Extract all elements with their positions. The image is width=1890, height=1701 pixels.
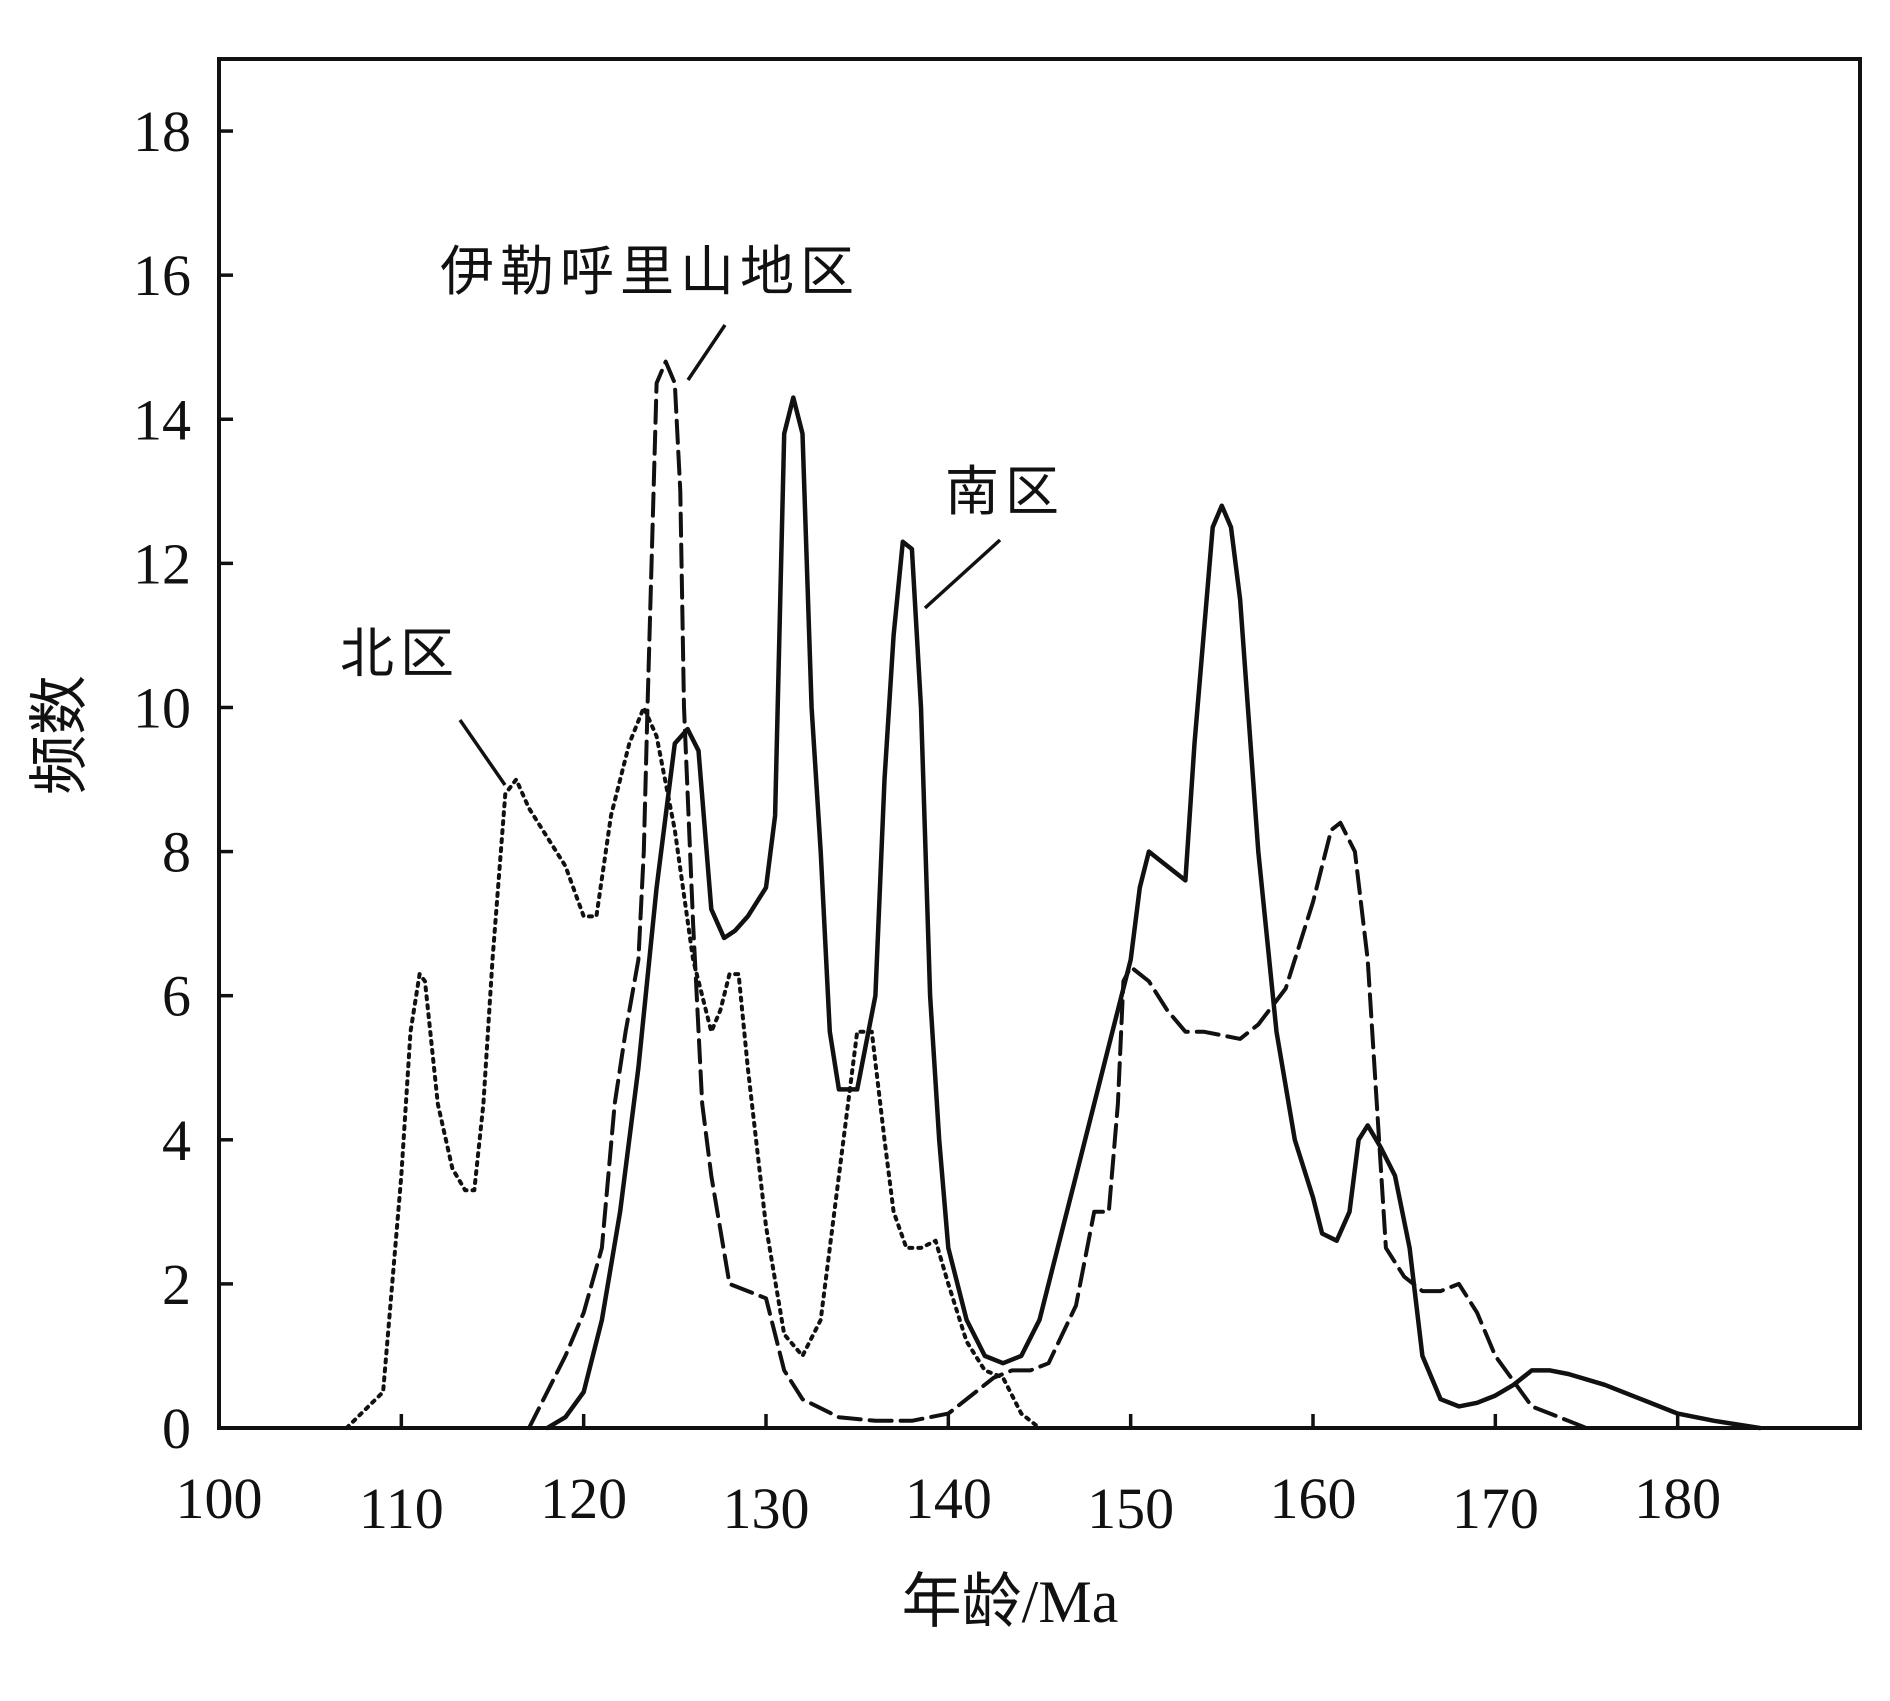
- series-line-dashed: [527, 359, 1589, 1430]
- y-tick-label: 12: [133, 531, 191, 596]
- y-tick-label: 4: [162, 1108, 191, 1173]
- x-axis-title: 年龄/Ma: [902, 1569, 1119, 1635]
- y-axis-title: 频数: [27, 675, 93, 795]
- x-axis: 100 110 120 130 140 150 160 170 180: [176, 1414, 1721, 1541]
- x-tick-label: 110: [359, 1476, 444, 1541]
- x-tick-label: 150: [1087, 1476, 1174, 1541]
- x-tick-label: 100: [176, 1466, 263, 1531]
- annotation-leader-north: [458, 719, 507, 786]
- y-axis: 0 2 4 6 8 10 12 14 16 18: [133, 99, 233, 1461]
- annotation-leader-ilehuli: [686, 324, 727, 381]
- series-group: [344, 359, 1762, 1431]
- x-tick-label: 170: [1452, 1476, 1539, 1541]
- x-tick-label: 120: [540, 1466, 627, 1531]
- annotation-leader-south: [923, 538, 1002, 610]
- y-tick-label: 10: [133, 675, 191, 740]
- y-tick-label: 8: [162, 820, 191, 885]
- y-tick-label: 0: [162, 1396, 191, 1461]
- y-tick-label: 16: [133, 243, 191, 308]
- x-tick-label: 160: [1270, 1466, 1357, 1531]
- y-tick-label: 14: [133, 387, 191, 452]
- annotation-label-south: 南区: [945, 460, 1065, 523]
- annotation-label-north: 北区: [340, 622, 460, 685]
- y-tick-label: 6: [162, 964, 191, 1029]
- y-tick-label: 2: [162, 1252, 191, 1317]
- x-tick-label: 140: [905, 1466, 992, 1531]
- series-line-dotted: [344, 705, 1042, 1430]
- y-tick-label: 18: [133, 99, 191, 164]
- x-tick-label: 180: [1634, 1466, 1721, 1531]
- annotation-label-ilehuli: 伊勒呼里山地区: [440, 240, 860, 303]
- series-line-solid: [544, 395, 1762, 1431]
- x-tick-label: 130: [723, 1476, 810, 1541]
- plot-frame: [217, 57, 1862, 1430]
